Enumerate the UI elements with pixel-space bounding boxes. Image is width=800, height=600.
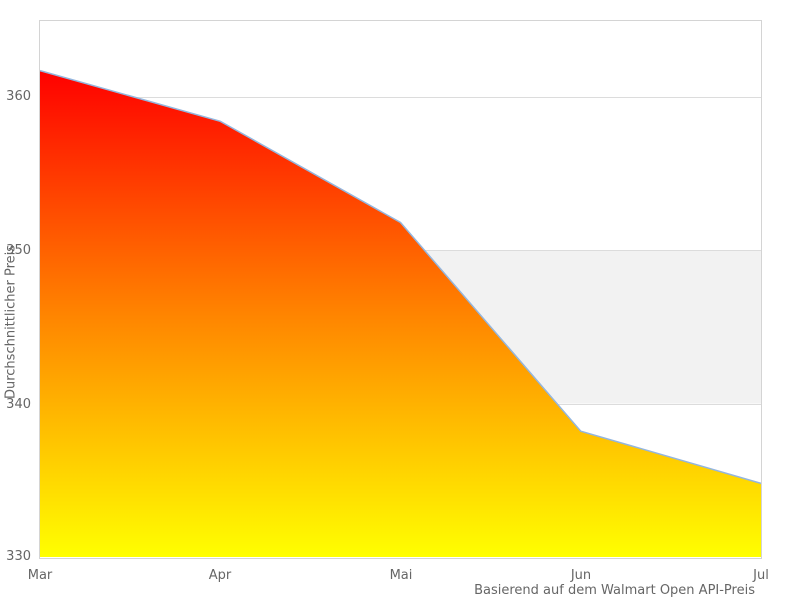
plot-border <box>39 20 762 559</box>
y-tick-label-330: 330 <box>6 549 31 564</box>
x-tick-label-mai: Mai <box>389 568 413 583</box>
y-tick-label-340: 340 <box>6 397 31 412</box>
y-tick-label-360: 360 <box>6 89 31 104</box>
x-tick-label-jun: Jun <box>570 568 592 583</box>
area-series-fill <box>40 70 761 557</box>
y-axis-title: Durchschnittlicher Preis <box>3 244 19 400</box>
x-tick-label-mar: Mar <box>27 568 53 583</box>
x-tick-label-jul: Jul <box>753 568 769 583</box>
x-tick-label-apr: Apr <box>208 568 232 583</box>
chart-caption: Basierend auf dem Walmart Open API-Preis <box>474 583 755 598</box>
y-tick-label-350: 350 <box>6 243 31 258</box>
area-series-line <box>39 69 762 485</box>
